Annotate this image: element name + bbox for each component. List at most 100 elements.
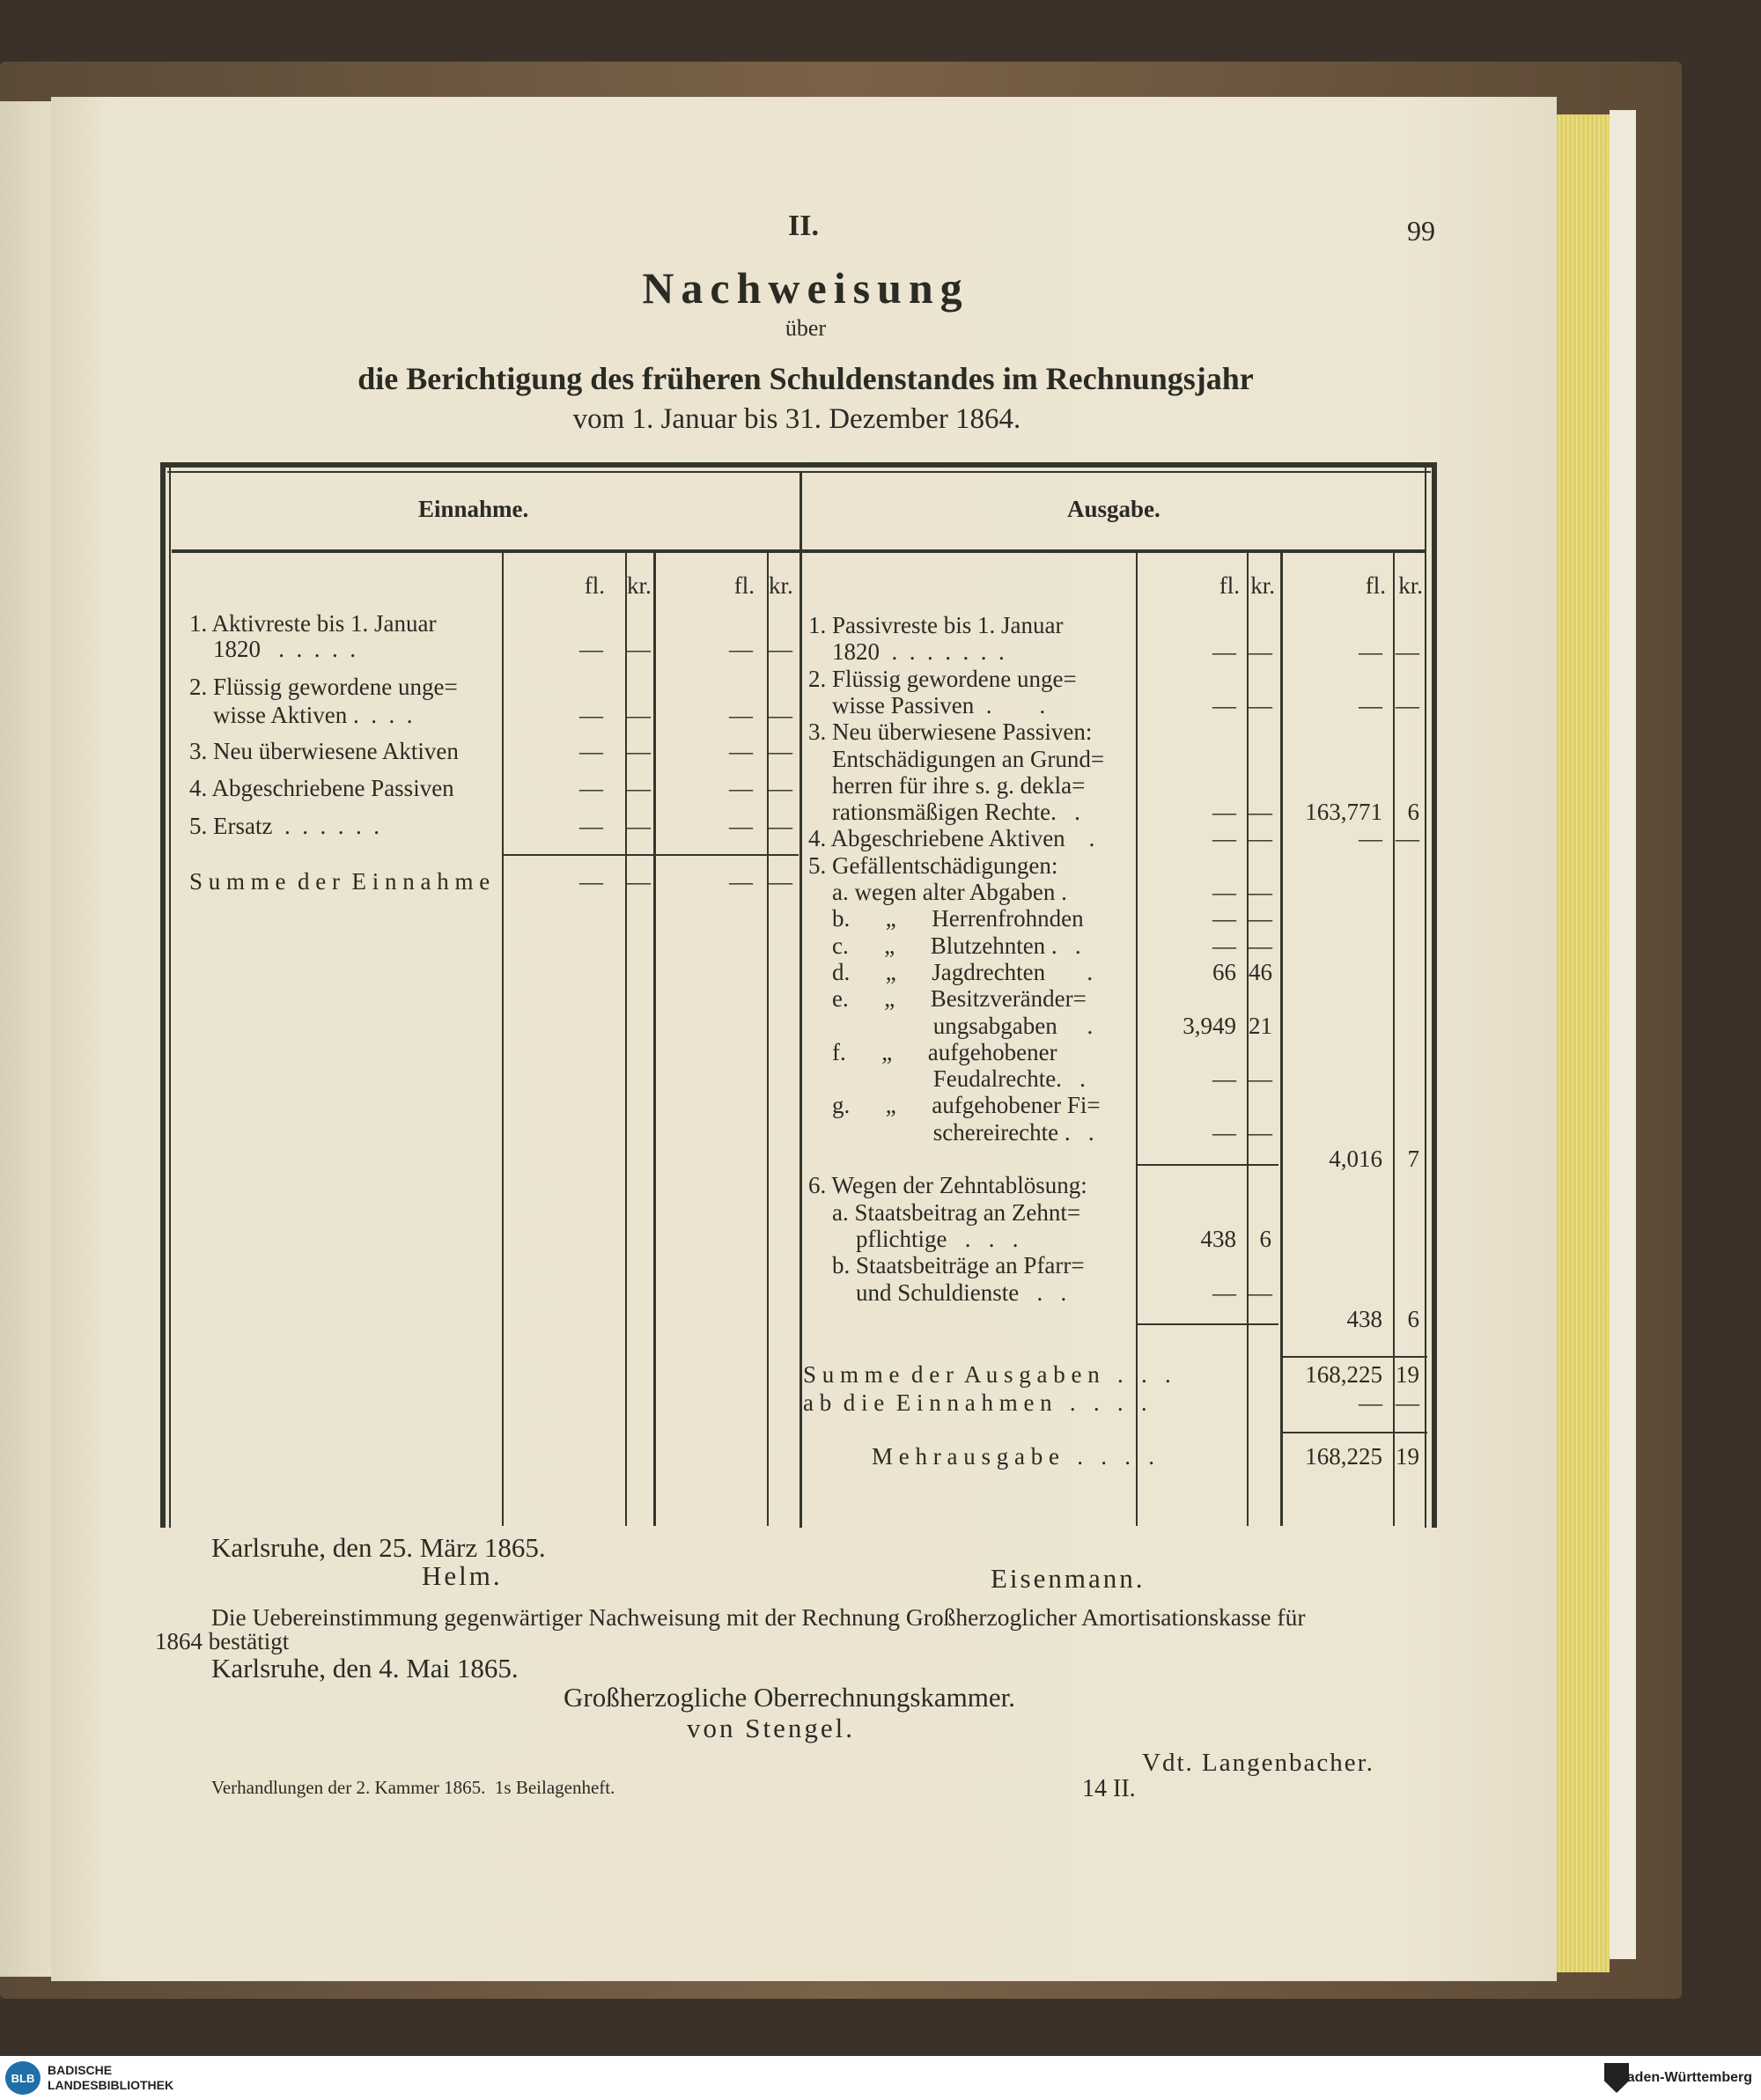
state-name: Baden-Württemberg (1617, 2070, 1752, 2085)
einnahme-line-label: wisse Aktiven . . . . (189, 702, 413, 728)
ausgabe-line-label: b. Staatsbeiträge an Pfarr= (808, 1252, 1085, 1279)
einnahme-value-fl1: — (579, 702, 603, 728)
ausgabe-column-header: fl. (1365, 572, 1386, 599)
ausgabe-value-kr1: — (1249, 825, 1272, 852)
einnahme-line-label: 3. Neu überwiesene Aktiven (189, 738, 459, 764)
section-number: II. (788, 210, 819, 242)
signature-mark: 14 II. (1082, 1775, 1136, 1802)
ausgabe-line-label: Entschädigungen an Grund= (808, 745, 1105, 772)
ausgabe-value-kr2: 6 (1407, 1305, 1420, 1332)
ausgabe-value-fl1: — (1212, 1065, 1236, 1093)
ausgabe-value-fl2: 163,771 (1305, 799, 1382, 826)
ausgabe-value-fl1: — (1212, 1118, 1236, 1146)
ausgabe-line-label: f. „ aufgehobener (808, 1038, 1057, 1065)
einnahme-value-fl1: — (579, 868, 603, 895)
ausgabe-line-label: d. „ Jagdrechten . (808, 958, 1094, 985)
einnahme-value-fl1: — (579, 738, 603, 764)
table-top-border (160, 462, 1437, 468)
ausgabe-line-label: e. „ Besitzveränder= (808, 985, 1087, 1013)
einnahme-value-fl2: — (729, 636, 753, 662)
einnahme-line-label: S u m m e d e r E i n n a h m e (189, 868, 490, 895)
total-value-fl: 168,225 (1305, 1443, 1382, 1470)
ausgabe-value-fl2: — (1359, 638, 1382, 666)
einnahme-value-kr2: — (769, 636, 792, 662)
header-divider (172, 549, 1426, 553)
ausgabe-line-label: und Schuldienste . . (808, 1278, 1067, 1306)
ausgabe-value-kr1: 6 (1259, 1225, 1272, 1252)
einnahme-value-kr1: — (627, 813, 651, 839)
ausgabe-value-fl1: — (1212, 799, 1236, 826)
ausgabe-line-label: a. Staatsbeitrag an Zehnt= (808, 1198, 1081, 1226)
einnahme-column-header: fl. (584, 572, 605, 599)
ausgabe-value-kr1: — (1249, 905, 1272, 932)
ausgabe-value-fl2: 438 (1346, 1305, 1383, 1332)
ausgabe-value-fl2: 4,016 (1329, 1146, 1382, 1172)
einnahme-value-fl2: — (729, 738, 753, 764)
publication-line: Verhandlungen der 2. Kammer 1865. 1s Bei… (211, 1777, 615, 1798)
einnahme-value-fl1: — (579, 636, 603, 662)
ausgabe-value-kr1: — (1249, 879, 1272, 905)
total-value-kr: 19 (1396, 1443, 1419, 1470)
ausgabe-column-header: kr. (1398, 572, 1423, 599)
left-page-edge (0, 101, 51, 1977)
total-rule (1282, 1356, 1427, 1358)
ausgabe-value-fl2: — (1359, 825, 1382, 852)
ausgabe-value-kr1: — (1249, 1278, 1272, 1306)
confirmation-line-1: Die Uebereinstimmung gegenwärtiger Nachw… (211, 1603, 1306, 1631)
table-left-border (160, 462, 166, 1528)
einnahme-column-header: kr. (769, 572, 793, 599)
ausgabe-line-label: 1820 . . . . . . . (808, 638, 1005, 666)
library-footer-bar: BLB BADISCHE LANDESBIBLIOTHEK Baden-Württ… (0, 2056, 1761, 2100)
einnahme-line-label: 1. Aktivreste bis 1. Januar (189, 610, 437, 637)
ausgabe-value-kr1: — (1249, 638, 1272, 666)
signature-helm: Helm. (422, 1560, 503, 1591)
place-date-2: Karlsruhe, den 4. Mai 1865. (211, 1653, 519, 1684)
einnahme-column-rule (653, 553, 656, 1526)
total-value-kr: — (1396, 1389, 1419, 1416)
ausgabe-value-fl1: — (1212, 1278, 1236, 1306)
ausgabe-line-label: 5. Gefällentschädigungen: (808, 851, 1058, 879)
book-page (51, 97, 1557, 1981)
table-right-border (1432, 462, 1437, 1528)
document-subtitle: die Berichtigung des früheren Schuldenst… (357, 361, 1254, 396)
place-date-1: Karlsruhe, den 25. März 1865. (211, 1532, 546, 1563)
ausgabe-column-rule (1280, 553, 1283, 1526)
ausgabe-value-kr1: — (1249, 799, 1272, 826)
ausgabe-value-kr1: — (1249, 1065, 1272, 1093)
ausgabe-line-label: c. „ Blutzehnten . . (808, 932, 1081, 959)
ausgabe-line-label: schereirechte . . (808, 1118, 1094, 1146)
einnahme-value-fl2: — (729, 813, 753, 839)
authority: Großherzogliche Oberrechnungskammer. (564, 1682, 1016, 1713)
ausgabe-line-label: 2. Flüssig gewordene unge= (808, 665, 1077, 692)
total-line-label: M e h r a u s g a b e . . . . (872, 1443, 1154, 1470)
signature-stengel: von Stengel. (687, 1713, 855, 1743)
total-line-label: S u m m e d e r A u s g a b e n . . . (803, 1361, 1171, 1388)
ausgabe-column-header: kr. (1250, 572, 1275, 599)
total-line-label: a b d i e E i n n a h m e n . . . . (803, 1389, 1147, 1416)
signature-eisenmann: Eisenmann. (991, 1563, 1146, 1594)
ausgabe-value-kr1: 21 (1249, 1012, 1272, 1039)
einnahme-value-fl1: — (579, 775, 603, 801)
table-center-divider (799, 471, 802, 1528)
ausgabe-value-kr2: — (1396, 691, 1419, 718)
einnahme-value-kr2: — (769, 775, 792, 801)
total-value-fl: — (1359, 1389, 1382, 1416)
ausgabe-line-label: Feudalrechte. . (808, 1065, 1086, 1093)
einnahme-value-kr2: — (769, 738, 792, 764)
subtotal-rule-6 (1138, 1323, 1278, 1325)
ausgabe-value-fl1: — (1212, 879, 1236, 905)
ausgabe-value-fl1: 66 (1212, 958, 1236, 985)
document-period: vom 1. Januar bis 31. Dezember 1864. (572, 403, 1021, 435)
einnahme-value-kr2: — (769, 702, 792, 728)
einnahme-value-kr1: — (627, 636, 651, 662)
signature-langenbacher: Vdt. Langenbacher. (1142, 1749, 1374, 1777)
ausgabe-line-label: rationsmäßigen Rechte. . (808, 799, 1080, 826)
ausgabe-line-label: 6. Wegen der Zehntablösung: (808, 1172, 1087, 1199)
einnahme-column-header: fl. (733, 572, 755, 599)
table-right-inner-line (1425, 467, 1426, 1528)
ausgabe-value-fl1: — (1212, 825, 1236, 852)
library-name: BADISCHE LANDESBIBLIOTHEK (48, 2063, 173, 2093)
einnahme-line-label: 4. Abgeschriebene Passiven (189, 775, 454, 801)
einnahme-value-kr2: — (769, 868, 792, 895)
ausgabe-column-header: fl. (1219, 572, 1240, 599)
